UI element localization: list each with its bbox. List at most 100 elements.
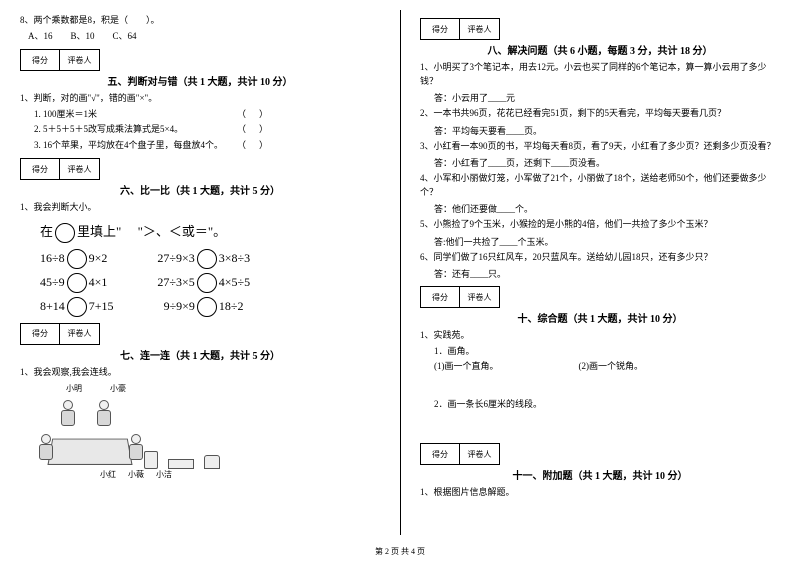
expr: 27÷9×3: [157, 250, 194, 264]
s6-prompt: 在里填上" "＞、＜或＝"。: [40, 221, 380, 243]
score-label: 得分: [21, 324, 60, 344]
object-icon: [144, 451, 158, 469]
cmp-2b: 27÷3×5 4×5÷5: [157, 273, 250, 293]
score-label: 得分: [421, 444, 460, 464]
circle-icon: [197, 297, 217, 317]
s10-1-1b: (2)画一个锐角。: [579, 360, 644, 374]
score-label: 得分: [421, 287, 460, 307]
s8-5-answer: 答:他们一共捡了____个玉米。: [434, 235, 780, 248]
circle-icon: [67, 273, 87, 293]
bottom-labels: 小红 小薇 小洁: [100, 469, 220, 480]
score-box-6: 得分 评卷人: [20, 158, 100, 180]
label-xiaohao: 小豪: [110, 383, 126, 394]
top-labels: 小明 小豪: [66, 383, 220, 394]
object-icon: [168, 459, 194, 469]
compare-row-3: 8+147+15 9÷9×9 18÷2: [40, 297, 380, 317]
section-8-title: 八、解决问题（共 6 小题，每题 3 分，共计 18 分）: [420, 42, 780, 57]
expr: 18÷2: [219, 298, 244, 312]
section-11-title: 十一、附加题（共 1 大题，共计 10 分）: [420, 467, 780, 482]
s5-1-1-text: 1. 100厘米＝1米: [34, 109, 97, 119]
label-xiaoming: 小明: [66, 383, 82, 394]
s8-3: 3、小红看一本90页的书，平均每天看8页，看了9天，小红看了多少页？还剩多少页没…: [420, 140, 780, 154]
s8-3-answer: 答：小红看了____页，还剩下____页没看。: [434, 156, 780, 169]
section-5-title: 五、判断对与错（共 1 大题，共计 10 分）: [20, 73, 380, 88]
q8: 8、两个乘数都是8，积是（ ）。: [20, 14, 380, 28]
label-xiaojie: 小洁: [156, 469, 172, 480]
circle-icon: [67, 297, 87, 317]
s5-1: 1、判断，对的画"√"，错的画"×"。: [20, 92, 380, 106]
cmp-3a: 8+147+15: [40, 297, 114, 317]
expr: 9×2: [89, 250, 108, 264]
s8-5: 5、小熊捡了9个玉米，小猴捡的是小熊的4倍，他们一共捡了多少个玉米？: [420, 218, 780, 232]
s5-1-2-text: 2. 5＋5＋5＋5改写成乘法算式是5×4。: [34, 124, 183, 134]
score-box-10: 得分 评卷人: [420, 286, 500, 308]
s5-1-3: 3. 16个苹果，平均放在4个盘子里，每盘放4个。（ ）: [34, 139, 380, 153]
score-box-11: 得分 评卷人: [420, 443, 500, 465]
left-column: 8、两个乘数都是8，积是（ ）。 A、16 B、10 C、64 得分 评卷人 五…: [0, 0, 400, 565]
section-6-title: 六、比一比（共 1 大题，共计 5 分）: [20, 182, 380, 197]
s6-1: 1、我会判断大小。: [20, 201, 380, 215]
grader-label: 评卷人: [460, 19, 499, 39]
expr: 7+15: [89, 298, 114, 312]
expr: 27÷3×5: [157, 274, 194, 288]
score-label: 得分: [21, 50, 60, 70]
s5-1-3-text: 3. 16个苹果，平均放在4个盘子里，每盘放4个。: [34, 140, 223, 150]
label-xiaowei: 小薇: [128, 469, 144, 480]
s10-1: 1、实践苑。: [420, 329, 780, 343]
s8-6-answer: 答：还有____只。: [434, 267, 780, 280]
cmp-2a: 45÷9 4×1: [40, 273, 107, 293]
right-column: 得分 评卷人 八、解决问题（共 6 小题，每题 3 分，共计 18 分） 1、小…: [400, 0, 800, 565]
expr: 45÷9: [40, 274, 65, 288]
cmp-1a: 16÷8 9×2: [40, 249, 107, 269]
spacer: [420, 376, 780, 396]
objects: [144, 451, 220, 469]
circle-icon: [67, 249, 87, 269]
person-icon: [128, 434, 144, 462]
compare-row-2: 45÷9 4×1 27÷3×5 4×5÷5: [40, 273, 380, 293]
expr: 16÷8: [40, 250, 65, 264]
s11-1: 1、根据图片信息解题。: [420, 486, 780, 500]
expr: 4×5÷5: [219, 274, 250, 288]
s10-1-2: 2．画一条长6厘米的线段。: [434, 398, 780, 412]
desk-scene: [40, 394, 134, 469]
s8-2-answer: 答：平均每天要看____页。: [434, 124, 780, 137]
s8-6: 6、同学们做了16只红风车，20只蓝风车。送给幼儿园18只，还有多少只？: [420, 251, 780, 265]
s8-1-answer: 答：小云用了____元: [434, 91, 780, 104]
grader-label: 评卷人: [60, 159, 99, 179]
column-divider: [400, 10, 401, 535]
q8-options: A、16 B、10 C、64: [28, 30, 380, 44]
object-icon: [204, 455, 220, 469]
score-label: 得分: [21, 159, 60, 179]
page-footer: 第 2 页 共 4 页: [0, 546, 800, 557]
expr: 4×1: [89, 274, 108, 288]
compare-row-1: 16÷8 9×2 27÷9×33×8÷3: [40, 249, 380, 269]
person-icon: [96, 400, 112, 428]
s8-2: 2、一本书共96页，花花已经看完51页，剩下的5天看完，平均每天要看几页？: [420, 107, 780, 121]
s8-4: 4、小军和小丽做灯笼，小军做了21个，小丽做了18个，送给老师50个，他们还要做…: [420, 172, 780, 199]
paren: （ ）: [237, 123, 270, 137]
circle-icon: [55, 223, 75, 243]
score-box-5: 得分 评卷人: [20, 49, 100, 71]
paren: （ ）: [237, 108, 270, 122]
s8-1: 1、小明买了3个笔记本，用去12元。小云也买了同样的6个笔记本，算一算小云用了多…: [420, 61, 780, 88]
grader-label: 评卷人: [60, 50, 99, 70]
s10-1-1: 1．画角。: [434, 345, 780, 359]
score-box-8: 得分 评卷人: [420, 18, 500, 40]
cmp-1b: 27÷9×33×8÷3: [157, 249, 250, 269]
score-label: 得分: [421, 19, 460, 39]
s10-1-1-items: (1)画一个直角。 (2)画一个锐角。: [434, 360, 780, 374]
s8-4-answer: 答：他们还要做____个。: [434, 202, 780, 215]
s10-1-1a: (1)画一个直角。: [434, 360, 499, 374]
label-xiaohong: 小红: [100, 469, 116, 480]
picture-area: 小明 小豪 小红 小薇 小洁: [40, 383, 220, 463]
grader-label: 评卷人: [460, 444, 499, 464]
person-icon: [60, 400, 76, 428]
s5-1-1: 1. 100厘米＝1米 （ ）: [34, 108, 380, 122]
person-icon: [38, 434, 54, 462]
cmp-3b: 9÷9×9 18÷2: [164, 297, 244, 317]
spacer: [420, 413, 780, 437]
grader-label: 评卷人: [60, 324, 99, 344]
expr: 9÷9×9: [164, 298, 195, 312]
circle-icon: [197, 273, 217, 293]
picture-row: [40, 394, 220, 469]
